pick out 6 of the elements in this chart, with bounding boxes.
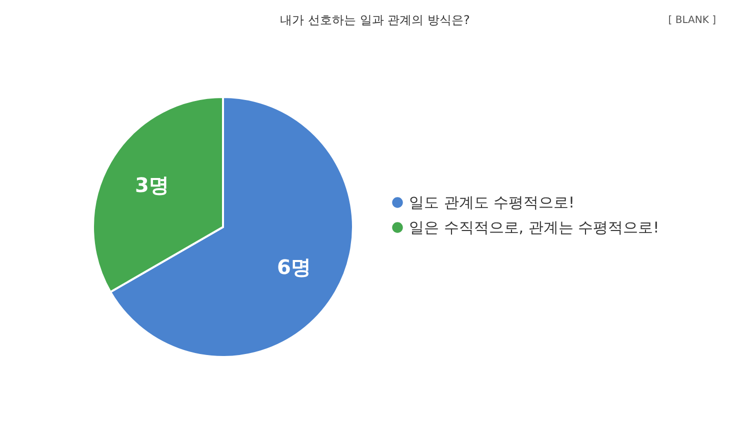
legend-label: 일도 관계도 수평적으로! [409, 194, 575, 212]
data-label: 6명 [277, 255, 311, 279]
legend-label: 일은 수직적으로, 관계는 수평적으로! [409, 218, 660, 236]
data-label: 3명 [135, 173, 169, 197]
text: [ BLANK ] [668, 15, 716, 26]
chart-title: 내가 선호하는 일과 관계의 방식은? [280, 13, 470, 27]
